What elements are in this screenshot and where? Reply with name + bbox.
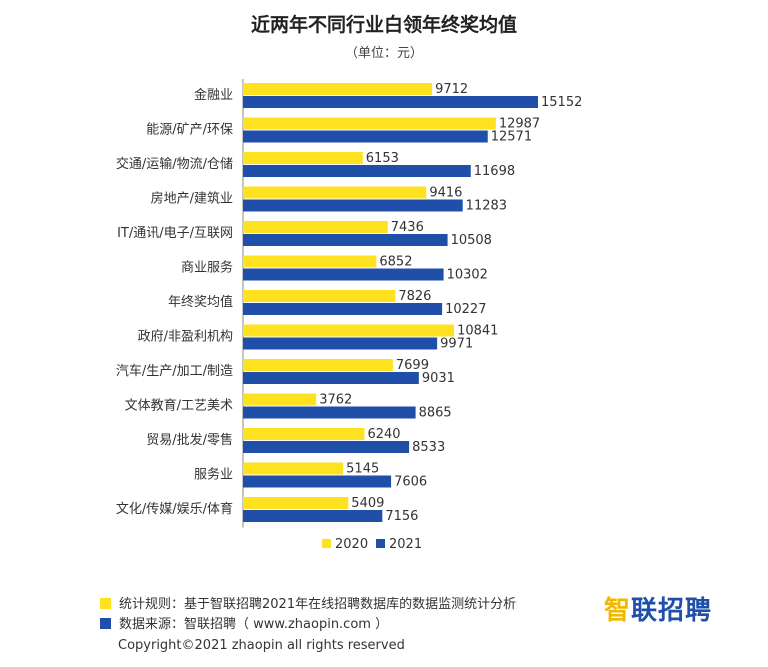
data-label-2021: 11698	[474, 164, 515, 179]
category-label: 年终奖均值	[168, 294, 233, 310]
bar-2020	[243, 324, 455, 337]
bar-2020	[243, 393, 317, 406]
category-label: 贸易/批发/零售	[146, 432, 233, 448]
bar-2021	[243, 337, 438, 350]
bar-2021	[243, 234, 448, 246]
bar-2020	[243, 117, 496, 130]
data-label-2021: 10508	[451, 233, 492, 248]
data-label-2020: 7826	[398, 289, 431, 304]
data-label-2021: 8533	[412, 440, 445, 455]
category-label: 金融业	[194, 87, 233, 103]
bar-2020	[243, 462, 344, 475]
category-label: 政府/非盈利机构	[138, 330, 233, 345]
data-label-2020: 3762	[319, 393, 352, 408]
category-label: 商业服务	[181, 260, 233, 276]
category-label: 文化/传媒/娱乐/体育	[116, 501, 233, 517]
legend-label-2021: 2021	[389, 537, 422, 552]
copyright-text: Copyright©2021 zhaopin all rights reserv…	[118, 638, 405, 653]
chart-title: 近两年不同行业白领年终奖均值	[250, 14, 517, 36]
data-label-2021: 9971	[440, 337, 473, 352]
category-label: IT/通讯/电子/互联网	[117, 226, 233, 241]
source-text: 数据来源：智联招聘（ www.zhaopin.com ）	[119, 617, 389, 632]
data-label-2020: 5409	[351, 496, 384, 511]
footer-source: 数据来源：智联招聘（ www.zhaopin.com ）	[100, 613, 388, 632]
data-label-2020: 6153	[366, 151, 399, 166]
bar-2020	[243, 255, 377, 268]
bar-2021	[243, 165, 471, 177]
bar-2021	[243, 303, 443, 315]
bar-2021	[243, 372, 419, 384]
bar-2020	[243, 152, 363, 164]
zhaopin-logo: 智联招聘	[604, 590, 712, 627]
bar-2020	[243, 359, 393, 371]
legend-swatch-2021	[376, 539, 385, 548]
bar-2021	[243, 96, 538, 108]
data-label-2020: 9416	[429, 186, 462, 201]
bar-2021	[243, 510, 383, 522]
data-label-2020: 12987	[499, 117, 540, 132]
bar-2021	[243, 406, 416, 419]
bar-2020	[243, 186, 427, 199]
category-label: 交通/运输/物流/仓储	[116, 156, 233, 172]
bar-2020	[243, 83, 433, 95]
legend-label-2020: 2020	[335, 537, 368, 552]
logo-accent: 智	[604, 596, 632, 626]
data-label-2020: 5145	[346, 462, 379, 477]
category-label: 汽车/生产/加工/制造	[116, 363, 233, 379]
rule-legend-square	[100, 598, 111, 609]
bar-2021	[243, 268, 444, 281]
source-legend-square	[100, 618, 111, 629]
legend-swatch-2020	[322, 539, 331, 548]
data-label-2021: 10302	[447, 268, 488, 283]
bar-2020	[243, 221, 388, 233]
bar-2021	[243, 130, 488, 143]
bar-2021	[243, 475, 392, 488]
data-label-2020: 7699	[396, 358, 429, 373]
data-label-2021: 10227	[445, 302, 486, 317]
data-label-2020: 9712	[435, 82, 468, 97]
bar-2020	[243, 497, 349, 509]
data-label-2021: 8865	[419, 406, 452, 421]
bar-2020	[243, 428, 365, 440]
rule-text: 统计规则：基于智联招聘2021年在线招聘数据库的数据监测统计分析	[119, 597, 517, 612]
category-label: 服务业	[194, 467, 233, 483]
data-label-2021: 9031	[422, 371, 455, 386]
unit-label: （单位：元）	[344, 46, 423, 61]
category-label: 文体教育/工艺美术	[125, 398, 233, 414]
category-label: 能源/矿产/环保	[146, 123, 233, 138]
data-label-2021: 11283	[466, 199, 507, 214]
logo-rest: 联招聘	[631, 596, 713, 626]
category-label: 房地产/建筑业	[151, 191, 233, 207]
data-label-2020: 6240	[367, 427, 400, 442]
bar-2021	[243, 199, 463, 212]
data-label-2021: 7606	[394, 475, 427, 490]
bar-2021	[243, 441, 410, 453]
data-label-2021: 7156	[385, 509, 418, 524]
footer-rule: 统计规则：基于智联招聘2021年在线招聘数据库的数据监测统计分析	[100, 593, 516, 612]
data-label-2020: 10841	[457, 324, 498, 339]
data-label-2021: 12571	[491, 130, 532, 145]
data-label-2020: 6852	[379, 255, 412, 270]
bar-2020	[243, 290, 396, 302]
data-label-2021: 15152	[541, 95, 582, 110]
data-label-2020: 7436	[391, 220, 424, 235]
